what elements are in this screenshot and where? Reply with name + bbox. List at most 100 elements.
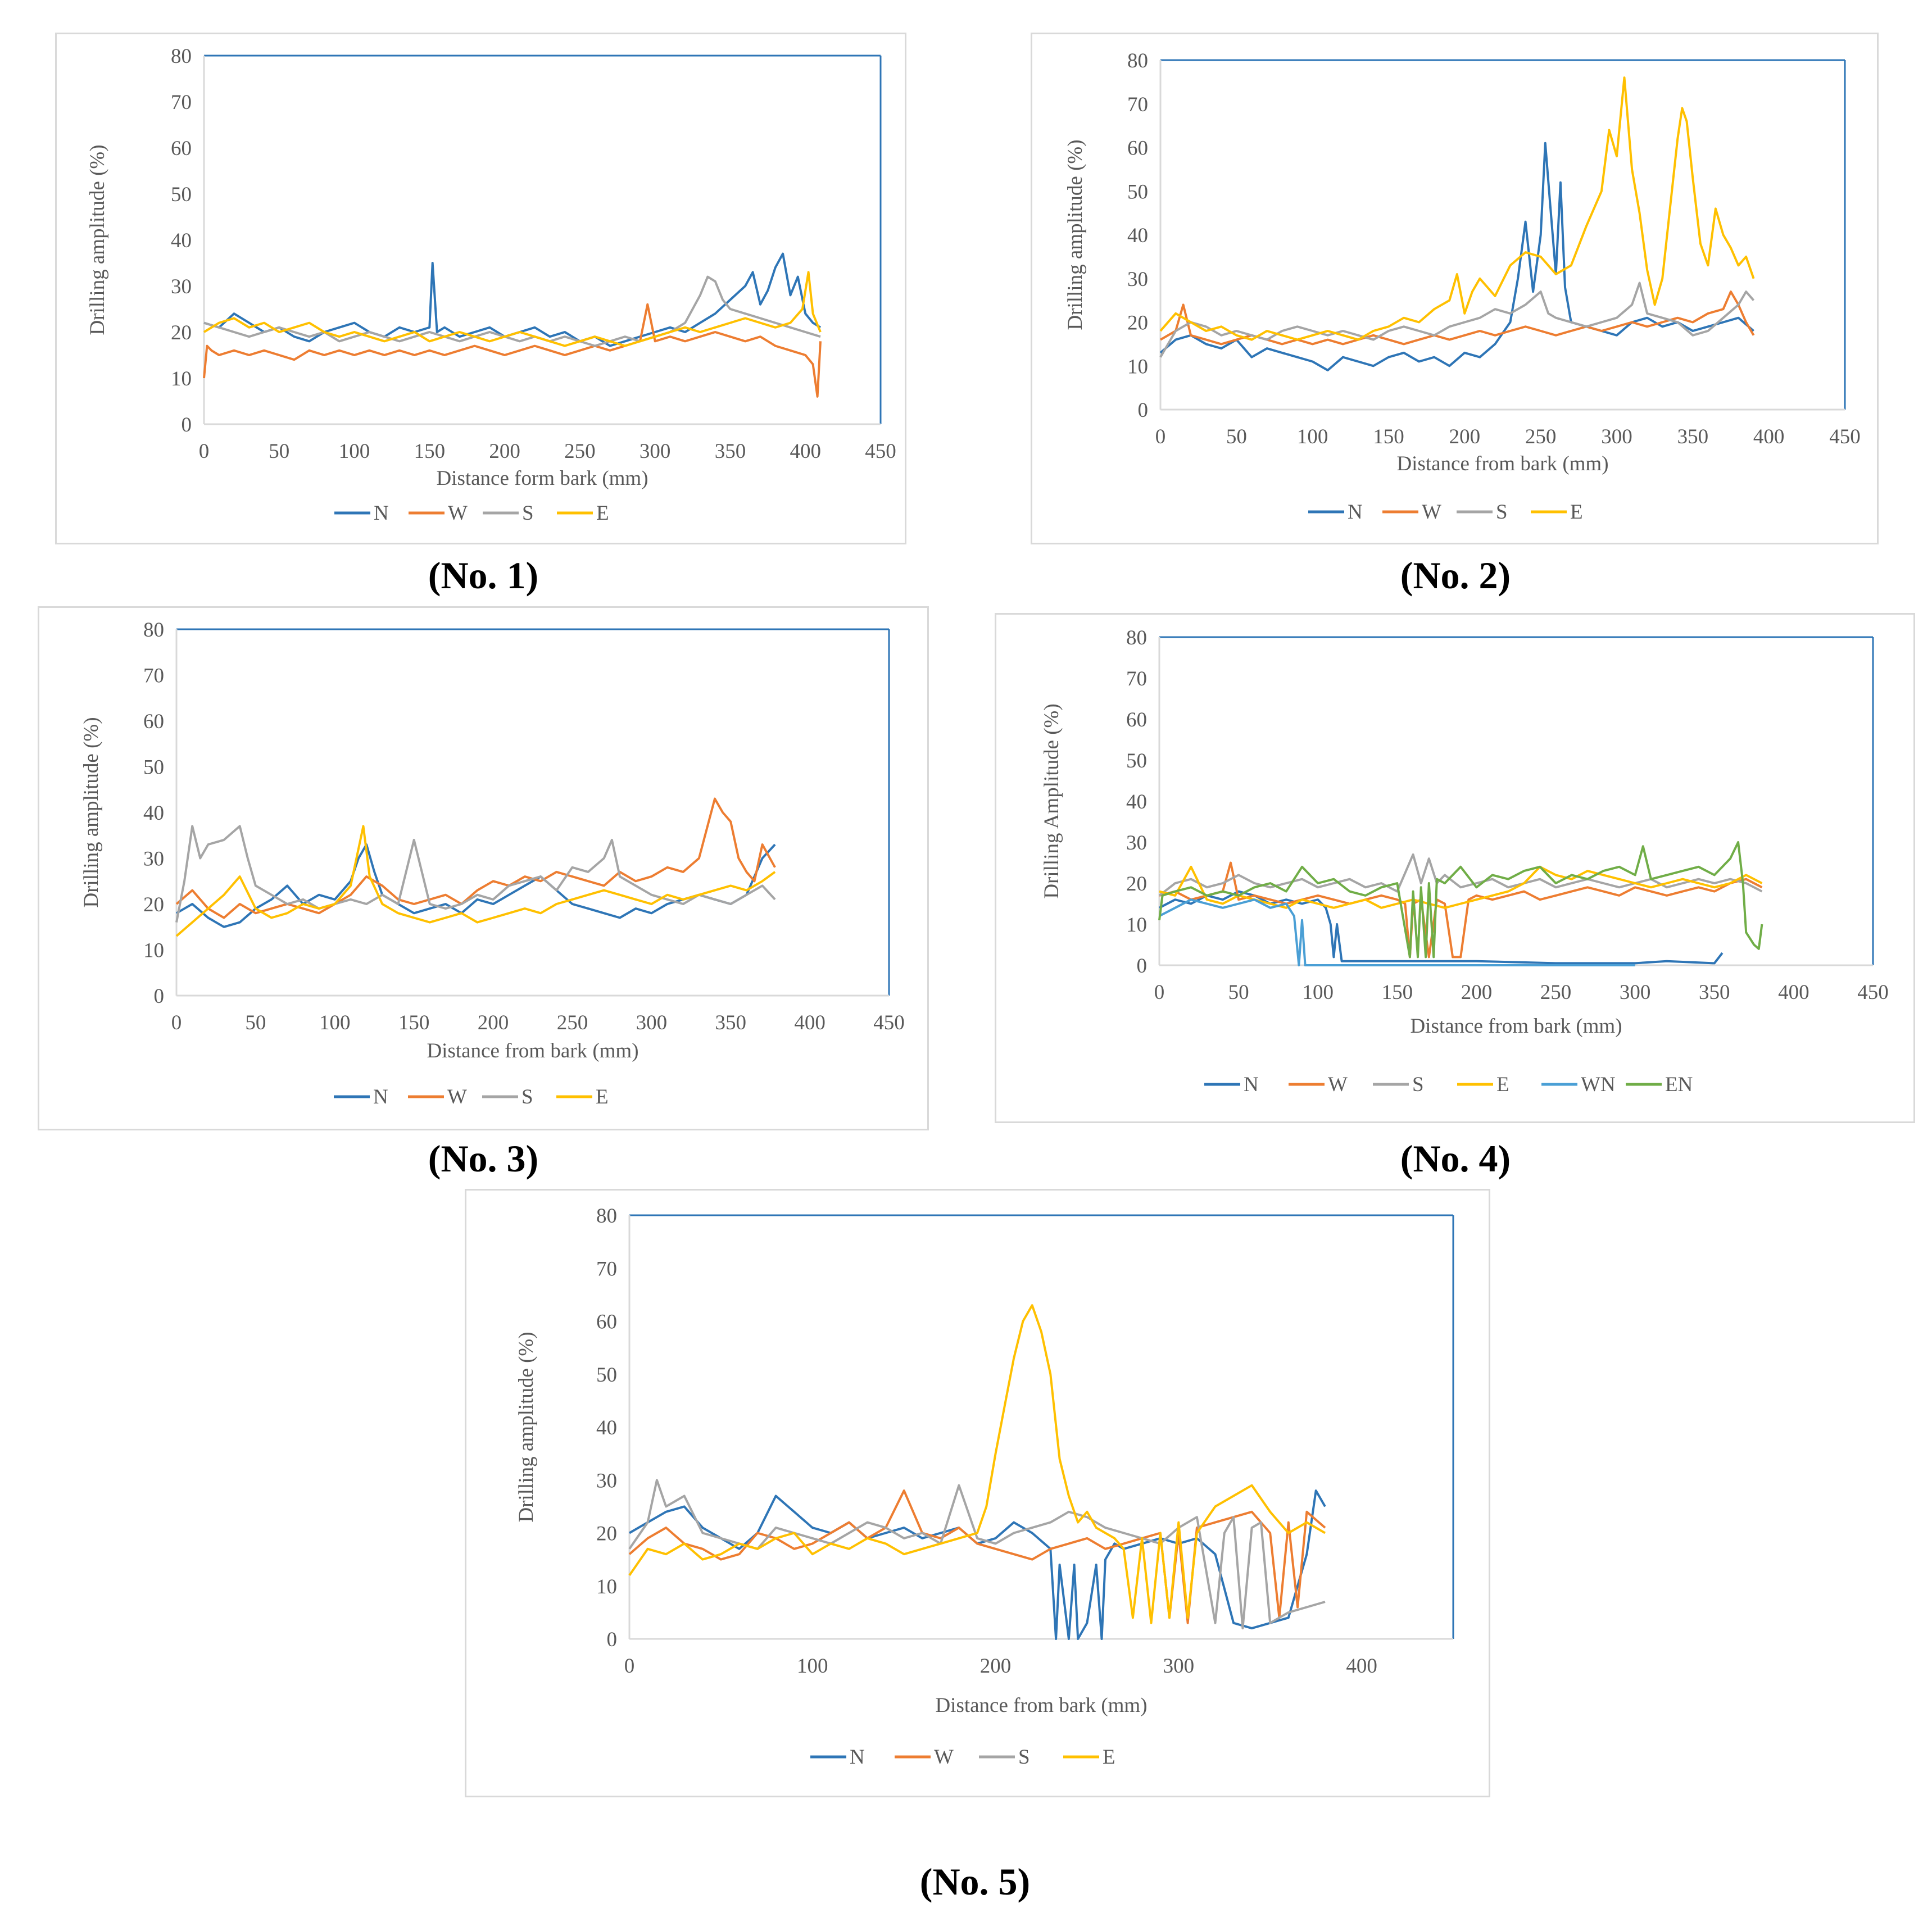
series-line-wn	[1159, 898, 1635, 966]
y-tick-label: 0	[1138, 399, 1149, 422]
x-tick-label: 200	[478, 1011, 509, 1034]
x-tick-label: 450	[873, 1011, 905, 1034]
y-tick-label: 40	[596, 1416, 617, 1439]
chart-3-svg: 0 10 20 30 40 50 60 70 80 0 50 100 150 200 250 300 350 40…	[80, 619, 905, 1109]
legend-label-n: N	[1348, 501, 1363, 524]
y-tick-label: 10	[596, 1575, 617, 1598]
x-tick-label: 200	[489, 440, 520, 463]
series-line-w	[203, 303, 822, 398]
legend-label-n: N	[850, 1746, 865, 1769]
y-tick-label: 50	[143, 756, 164, 779]
x-tick-label: 0	[1154, 981, 1165, 1004]
y-tick-label: 40	[171, 229, 192, 252]
y-tick-label: 30	[143, 848, 164, 871]
legend-label-s: S	[1412, 1073, 1424, 1096]
y-tick-label: 0	[182, 414, 192, 437]
y-tick-label: 10	[171, 367, 192, 390]
legend-label-e: E	[596, 1085, 609, 1109]
x-tick-label: 0	[1155, 425, 1166, 448]
x-tick-label: 350	[1699, 981, 1730, 1004]
series-line-e	[628, 1304, 1326, 1624]
x-tick-label: 200	[1461, 981, 1493, 1004]
x-axis-title: Distance from bark (mm)	[935, 1694, 1147, 1717]
y-tick-label: 40	[143, 802, 164, 825]
series-line-s	[203, 275, 821, 347]
series-line-s	[1158, 853, 1763, 897]
y-tick-label: 40	[1127, 224, 1148, 247]
series-line-w	[175, 797, 776, 919]
x-tick-label: 400	[790, 440, 821, 463]
legend-label-w: W	[448, 502, 468, 525]
y-tick-label: 80	[171, 45, 192, 68]
x-tick-label: 400	[1346, 1655, 1377, 1678]
y-axis-title: Drilling amplitude (%)	[1064, 139, 1087, 330]
y-tick-label: 50	[171, 183, 192, 206]
legend-label-wn: WN	[1581, 1073, 1616, 1096]
x-tick-label: 0	[199, 440, 210, 463]
series-line-s	[175, 825, 776, 923]
series-line-e	[1159, 76, 1755, 341]
y-tick-label: 70	[1126, 667, 1147, 691]
x-axis-title: Distance from bark (mm)	[1396, 452, 1608, 475]
chart-5-svg: 0 10 20 30 40 50 60 70 80 0 100 200 300 400 Distance f…	[515, 1205, 1454, 1769]
x-tick-label: 150	[1382, 981, 1413, 1004]
y-tick-label: 70	[1127, 93, 1148, 116]
y-tick-label: 70	[596, 1257, 617, 1280]
y-tick-label: 20	[171, 321, 192, 344]
x-tick-label: 200	[1449, 425, 1481, 448]
chart-panel-4: 0 10 20 30 40 50 60 70 80 0 50 100 150 200 250 300 350 40…	[995, 613, 1915, 1123]
y-tick-label: 10	[1127, 355, 1148, 378]
x-tick-label: 50	[245, 1011, 266, 1034]
x-tick-label: 300	[636, 1011, 668, 1034]
x-axis-title: Distance form bark (mm)	[436, 467, 648, 490]
x-tick-label: 400	[1753, 425, 1785, 448]
chart-panel-5: 0 10 20 30 40 50 60 70 80 0 100 200 300 400 Distance f…	[465, 1189, 1490, 1797]
legend-label-n: N	[373, 1085, 388, 1109]
legend-label-w: W	[934, 1746, 954, 1769]
legend-label-n: N	[1244, 1073, 1259, 1096]
legend-label-e: E	[596, 502, 609, 525]
y-tick-label: 20	[596, 1523, 617, 1546]
series-line-s	[1159, 281, 1755, 358]
y-tick-label: 40	[1126, 791, 1147, 814]
x-tick-label: 400	[1778, 981, 1809, 1004]
x-tick-label: 50	[1226, 425, 1247, 448]
x-tick-label: 300	[1601, 425, 1632, 448]
chart-caption-3: (No. 3)	[428, 1137, 539, 1180]
y-tick-label: 60	[1127, 137, 1148, 160]
y-tick-label: 80	[1126, 626, 1147, 649]
x-tick-label: 250	[564, 440, 596, 463]
y-tick-label: 30	[596, 1469, 617, 1492]
series-line-e	[1159, 865, 1763, 909]
x-tick-label: 300	[1620, 981, 1651, 1004]
y-tick-label: 30	[171, 275, 192, 298]
chart-panel-1: 0 10 20 30 40 50 60 70 80 0 50 100 150 200 250 300 350 40…	[55, 33, 906, 544]
y-tick-label: 60	[1126, 708, 1147, 732]
y-tick-label: 10	[1126, 914, 1147, 937]
y-tick-label: 60	[171, 137, 192, 160]
y-tick-label: 60	[143, 710, 164, 733]
x-axis-title: Distance from bark (mm)	[427, 1039, 638, 1062]
chart-panel-2: 0 10 20 30 40 50 60 70 80 0 50 100 150 200 250 300 350 40…	[1031, 33, 1879, 544]
x-tick-label: 100	[1297, 425, 1328, 448]
x-tick-label: 50	[1228, 981, 1249, 1004]
chart-caption-1: (No. 1)	[428, 554, 539, 597]
series-line-e	[175, 825, 776, 937]
legend-label-w: W	[447, 1085, 467, 1109]
y-tick-label: 20	[143, 893, 164, 916]
chart-caption-2: (No. 2)	[1400, 554, 1511, 597]
legend-label-w: W	[1328, 1073, 1348, 1096]
legend-label-en: EN	[1665, 1073, 1693, 1096]
x-tick-label: 250	[1525, 425, 1557, 448]
series-line-e	[203, 271, 822, 347]
x-tick-label: 450	[1829, 425, 1861, 448]
series-line-n	[1159, 890, 1724, 965]
x-tick-label: 150	[414, 440, 446, 463]
series-line-w	[628, 1489, 1326, 1624]
y-tick-label: 30	[1126, 832, 1147, 855]
legend-label-s: S	[522, 502, 534, 525]
chart-caption-4: (No. 4)	[1400, 1137, 1511, 1180]
y-axis-title: Drilling Amplitude (%)	[1040, 703, 1063, 898]
y-tick-label: 20	[1126, 873, 1147, 896]
y-tick-label: 0	[154, 985, 165, 1008]
